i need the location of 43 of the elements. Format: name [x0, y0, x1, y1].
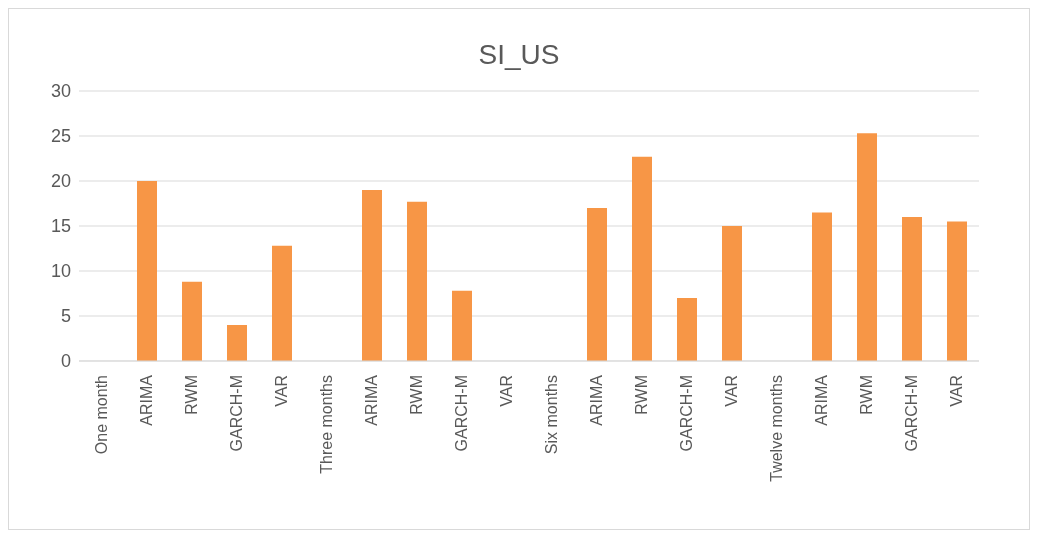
y-tick-label: 20 [50, 171, 71, 192]
y-tick-label: 15 [50, 216, 71, 237]
bar [362, 190, 382, 361]
bar [272, 245, 292, 361]
x-tick-label: GARCH-M [452, 375, 470, 452]
bar [722, 226, 742, 361]
bar [677, 298, 697, 361]
x-tick-label: RWM [182, 375, 200, 415]
x-tick-label: RWM [632, 375, 650, 415]
x-tick-label: GARCH-M [902, 375, 920, 452]
x-tick-label: RWM [857, 375, 875, 415]
x-tick-label: VAR [947, 375, 965, 407]
x-tick-label: VAR [722, 375, 740, 407]
x-tick-label: VAR [272, 375, 290, 407]
bar [902, 217, 922, 361]
y-tick-label: 25 [50, 126, 71, 147]
bar [857, 133, 877, 361]
bar [227, 325, 247, 361]
x-tick-label: ARIMA [812, 374, 830, 426]
bar [812, 212, 832, 361]
y-tick-label: 10 [50, 261, 71, 282]
x-tick-label: ARIMA [362, 374, 380, 426]
y-tick-label: 30 [50, 81, 71, 102]
x-tick-label: GARCH-M [227, 375, 245, 452]
y-tick-label: 0 [60, 351, 71, 372]
bar [182, 281, 202, 361]
x-tick-label: VAR [497, 375, 515, 407]
y-tick-label: 5 [60, 306, 71, 327]
bar [137, 181, 157, 361]
x-tick-label: One month [92, 375, 110, 455]
bar [947, 221, 967, 361]
x-tick-label: ARIMA [137, 374, 155, 426]
bar [632, 156, 652, 361]
x-tick-label: Twelve months [767, 375, 785, 482]
x-tick-label: ARIMA [587, 374, 605, 426]
x-tick-label: GARCH-M [677, 375, 695, 452]
bar [587, 208, 607, 361]
chart-title: SI_US [477, 39, 561, 71]
x-tick-label: Six months [542, 375, 560, 455]
x-tick-label: Three months [317, 375, 335, 474]
x-tick-label: RWM [407, 375, 425, 415]
bar [452, 290, 472, 361]
bar [407, 201, 427, 361]
